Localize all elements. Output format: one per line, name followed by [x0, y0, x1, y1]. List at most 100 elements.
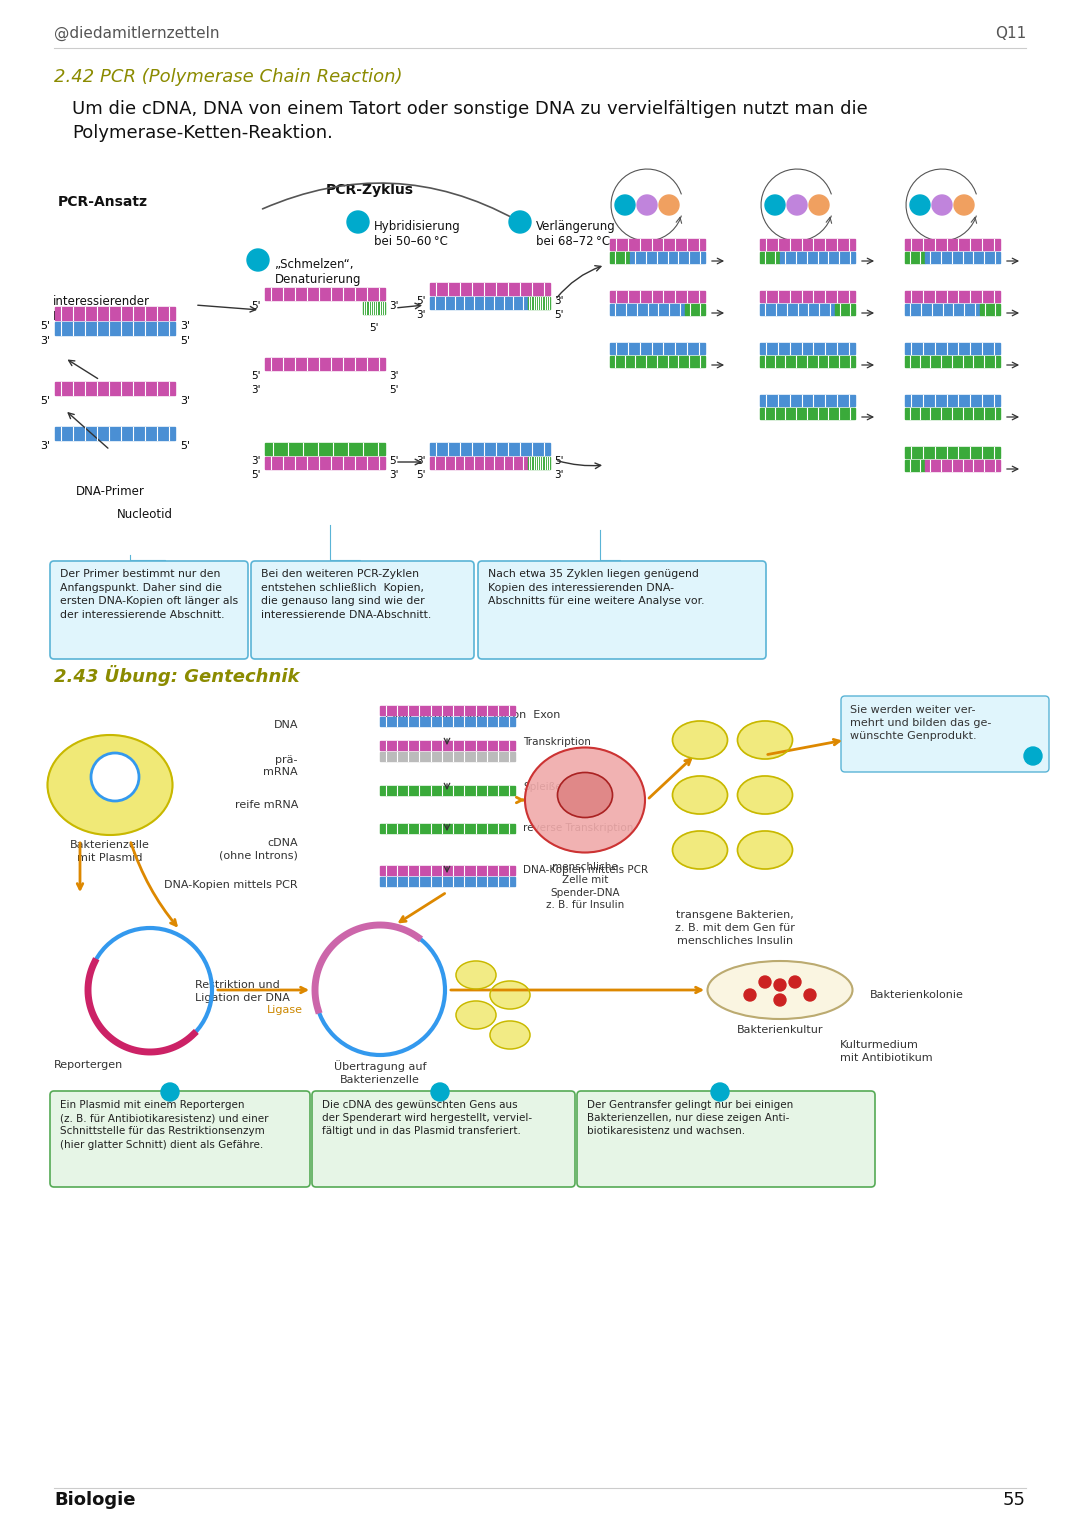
Bar	[760, 238, 855, 251]
Text: 2.43 Übung: Gentechnik: 2.43 Übung: Gentechnik	[54, 665, 299, 686]
Text: Bakterienkolonie: Bakterienkolonie	[870, 990, 963, 999]
Text: 5': 5'	[554, 455, 564, 466]
Circle shape	[954, 196, 974, 215]
Bar	[363, 303, 384, 313]
Bar	[760, 252, 780, 263]
Ellipse shape	[490, 981, 530, 1008]
Bar	[685, 304, 705, 315]
Bar	[380, 866, 515, 876]
Text: prä-
mRNA: prä- mRNA	[264, 755, 298, 778]
Bar	[905, 342, 1000, 354]
Text: 3': 3'	[40, 442, 50, 451]
Bar	[430, 443, 550, 455]
Text: reife mRNA: reife mRNA	[234, 801, 298, 810]
Text: 3': 3'	[40, 336, 50, 345]
FancyBboxPatch shape	[251, 561, 474, 659]
Text: DNA-Primer: DNA-Primer	[76, 484, 145, 498]
Text: Bakterienkultur: Bakterienkultur	[737, 1025, 823, 1034]
Bar	[380, 717, 515, 726]
Bar	[905, 356, 924, 367]
Text: Der Gentransfer gelingt nur bei einigen
Bakterienzellen, nur diese zeigen Anti-
: Der Gentransfer gelingt nur bei einigen …	[588, 1100, 793, 1137]
Text: 3': 3'	[180, 396, 190, 406]
Text: transgene Bakterien,
z. B. mit dem Gen für
menschliches Insulin: transgene Bakterien, z. B. mit dem Gen f…	[675, 911, 795, 946]
Circle shape	[659, 196, 679, 215]
Circle shape	[347, 211, 369, 232]
Text: 5': 5'	[369, 322, 379, 333]
Text: Biologie: Biologie	[54, 1491, 135, 1510]
Text: b: b	[354, 215, 362, 225]
Text: b: b	[436, 1086, 444, 1097]
Circle shape	[637, 196, 657, 215]
Text: b: b	[644, 200, 650, 209]
Bar	[610, 238, 705, 251]
Bar	[760, 396, 855, 406]
FancyBboxPatch shape	[312, 1091, 575, 1187]
Ellipse shape	[456, 1001, 496, 1028]
Ellipse shape	[707, 961, 852, 1019]
Bar	[905, 460, 924, 471]
Circle shape	[744, 989, 756, 1001]
Bar	[55, 382, 175, 396]
Text: Hybridisierung
bei 50–60 °C: Hybridisierung bei 50–60 °C	[374, 220, 461, 248]
Text: 2.42 PCR (Polymerase Chain Reaction): 2.42 PCR (Polymerase Chain Reaction)	[54, 69, 403, 86]
Text: Bei den weiteren PCR-Zyklen
entstehen schließlich  Kopien,
die genauso lang sind: Bei den weiteren PCR-Zyklen entstehen sc…	[261, 568, 431, 620]
Text: Transkription: Transkription	[523, 736, 591, 747]
Bar	[55, 322, 175, 335]
Circle shape	[315, 924, 445, 1054]
Text: Sie werden weiter ver-
mehrt und bilden das ge-
wünschte Genprodukt.: Sie werden weiter ver- mehrt und bilden …	[850, 704, 991, 741]
Bar	[780, 408, 855, 419]
Text: c: c	[666, 200, 672, 209]
Text: 5': 5'	[417, 296, 426, 306]
Circle shape	[759, 976, 771, 989]
Text: a: a	[255, 254, 261, 263]
Ellipse shape	[738, 831, 793, 869]
Circle shape	[161, 1083, 179, 1102]
Bar	[430, 457, 528, 469]
Ellipse shape	[673, 831, 728, 869]
FancyBboxPatch shape	[841, 695, 1049, 772]
Bar	[610, 252, 630, 263]
Circle shape	[431, 1083, 449, 1102]
Ellipse shape	[525, 747, 645, 853]
Bar	[610, 342, 705, 354]
FancyBboxPatch shape	[50, 1091, 310, 1187]
Bar	[780, 356, 855, 367]
Text: 3': 3'	[417, 455, 426, 466]
Bar	[905, 238, 1000, 251]
Text: 3': 3'	[389, 301, 399, 312]
Bar	[380, 877, 515, 886]
Text: 5': 5'	[40, 321, 50, 332]
Text: 3': 3'	[180, 321, 190, 332]
Text: a: a	[166, 1086, 173, 1097]
Text: Der Primer bestimmt nur den
Anfangspunkt. Daher sind die
ersten DNA-Kopien oft l: Der Primer bestimmt nur den Anfangspunkt…	[60, 568, 238, 620]
Text: 3': 3'	[554, 296, 564, 306]
Circle shape	[787, 196, 807, 215]
Bar	[380, 752, 515, 761]
Bar	[905, 304, 980, 315]
Bar	[905, 290, 1000, 303]
Ellipse shape	[673, 721, 728, 759]
Text: reverse Transkription: reverse Transkription	[523, 824, 633, 833]
Bar	[760, 342, 855, 354]
Text: PCR-Zyklus: PCR-Zyklus	[326, 183, 414, 197]
Text: Verlängerung
bei 68–72 °C: Verlängerung bei 68–72 °C	[536, 220, 616, 248]
Text: c: c	[961, 200, 967, 209]
Text: Reportergen: Reportergen	[54, 1060, 123, 1070]
Text: 3': 3'	[417, 310, 426, 319]
Text: 5': 5'	[252, 371, 261, 380]
Text: 5': 5'	[252, 301, 261, 312]
Bar	[905, 408, 924, 419]
Bar	[924, 252, 1000, 263]
FancyBboxPatch shape	[478, 561, 766, 659]
Circle shape	[1024, 747, 1042, 766]
Text: 5': 5'	[40, 396, 50, 406]
Text: a: a	[622, 200, 629, 209]
Bar	[760, 304, 835, 315]
Text: c: c	[816, 200, 822, 209]
Bar	[430, 296, 528, 309]
Text: c: c	[717, 1086, 723, 1097]
Ellipse shape	[490, 1021, 530, 1050]
Bar	[760, 290, 855, 303]
Circle shape	[615, 196, 635, 215]
Bar	[380, 785, 515, 795]
